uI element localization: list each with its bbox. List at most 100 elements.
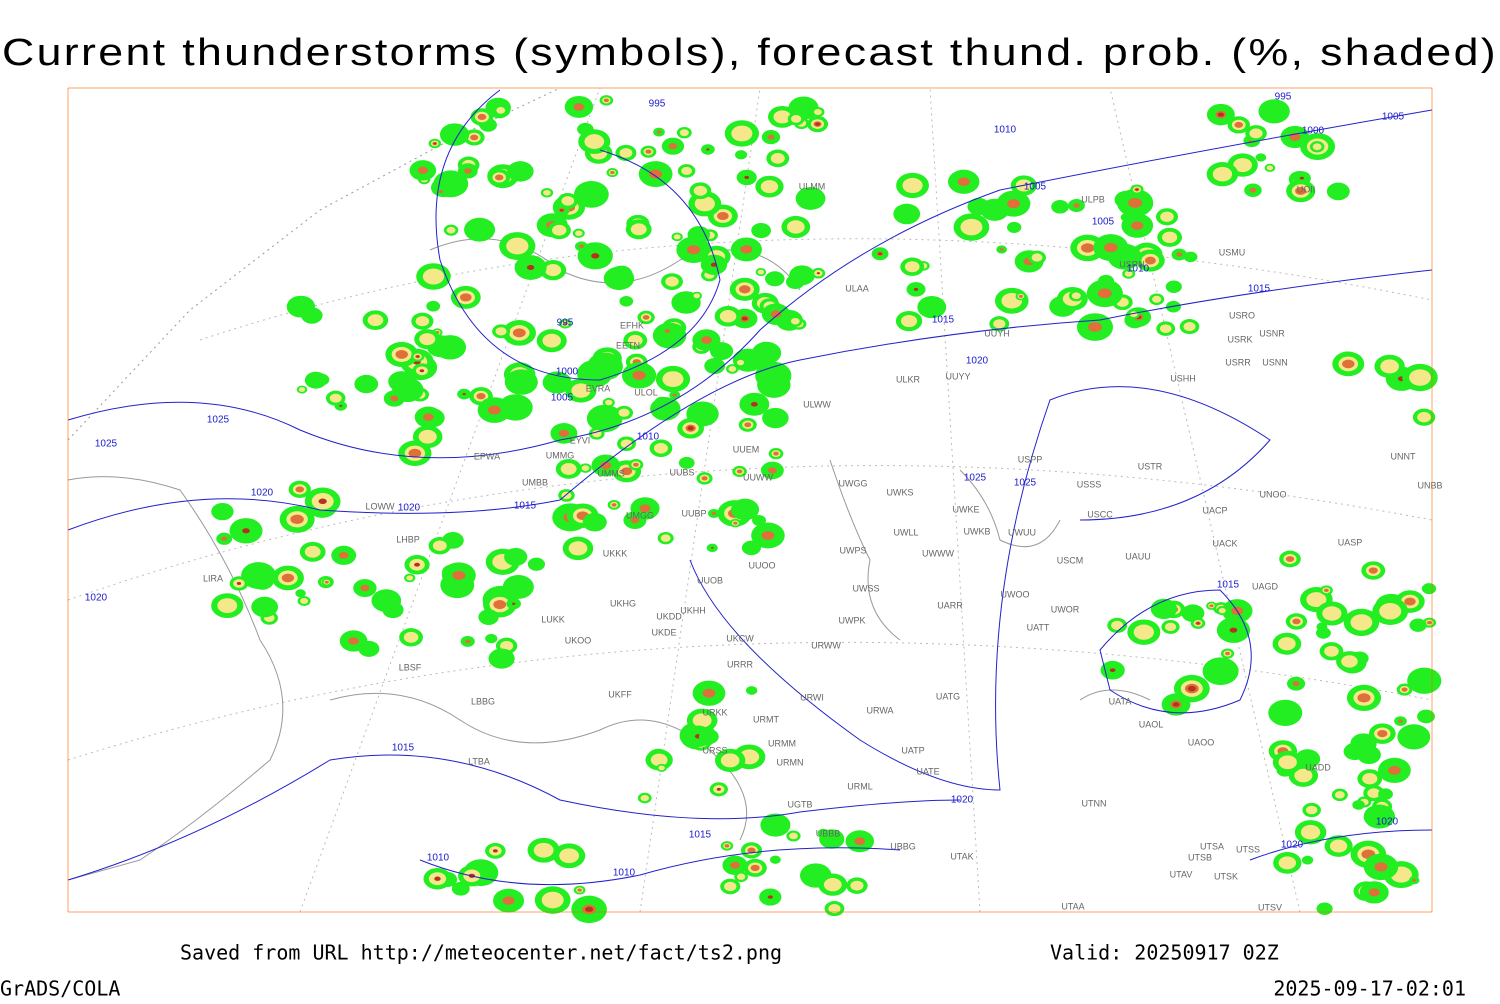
shade-green — [1378, 788, 1393, 800]
isobar-label: 1025 — [964, 473, 987, 484]
station-label: EFHK — [620, 320, 644, 330]
shade-green — [527, 557, 546, 571]
shade-orange — [476, 392, 486, 400]
shade-green — [574, 180, 609, 208]
isobar-label: 1020 — [1376, 817, 1399, 828]
shade-green — [1316, 627, 1331, 639]
station-label: UTSA — [1200, 841, 1224, 851]
station-label: URWI — [800, 692, 824, 702]
shade-yellow — [1152, 295, 1162, 303]
shade-yellow — [543, 189, 551, 196]
shade-yellow — [960, 218, 983, 236]
shade-yellow — [1278, 856, 1297, 870]
station-label: UBBG — [890, 841, 916, 851]
station-label: LBBG — [471, 696, 495, 706]
shade-red — [710, 262, 717, 267]
shade-orange — [702, 688, 716, 698]
shade-yellow — [552, 224, 567, 236]
saved-from: Saved from URL http://meteocenter.net/fa… — [180, 941, 782, 965]
shade-orange — [487, 405, 501, 415]
shade-yellow — [575, 230, 583, 237]
shade-yellow — [694, 196, 715, 212]
shade-yellow — [1322, 606, 1342, 621]
station-label: UWSS — [853, 583, 880, 593]
shade-orange — [1401, 687, 1408, 692]
shade-green — [587, 352, 623, 381]
shade-orange — [761, 530, 775, 540]
shade-yellow — [1409, 369, 1431, 386]
station-label: UTAV — [1170, 869, 1193, 879]
shade-orange — [573, 103, 585, 111]
station-label: ULMM — [799, 181, 826, 191]
shade-orange — [632, 370, 646, 381]
station-label: USRO — [1229, 310, 1255, 320]
station-label: ULKR — [896, 374, 921, 384]
shade-yellow — [790, 317, 800, 325]
shade-yellow — [1164, 622, 1177, 632]
shade-orange — [611, 503, 617, 507]
shade-green — [1343, 742, 1366, 761]
shade-orange — [854, 837, 866, 846]
shade-green — [760, 813, 791, 837]
shade-orange — [338, 552, 349, 559]
shade-yellow — [432, 540, 447, 551]
shade-orange — [656, 130, 662, 134]
shade-green — [1258, 99, 1290, 124]
shade-yellow — [1218, 607, 1226, 614]
shade-orange — [1368, 888, 1380, 897]
shade-orange — [493, 600, 507, 610]
station-label: LIRA — [203, 573, 223, 583]
shade-yellow — [658, 765, 665, 771]
shade-orange — [700, 336, 712, 344]
shade-yellow — [736, 359, 745, 366]
shade-red — [585, 906, 594, 913]
shade-yellow — [660, 534, 671, 542]
shade-green — [819, 829, 845, 849]
station-label: UWKE — [953, 504, 980, 514]
station-label: USRR — [1225, 357, 1251, 367]
shade-orange — [717, 211, 729, 221]
station-label: USRK — [1227, 334, 1252, 344]
shade-orange — [1128, 198, 1143, 208]
shade-red — [242, 528, 250, 534]
shade-yellow — [770, 153, 785, 164]
isobar-label: 995 — [1275, 92, 1292, 103]
shade-yellow — [300, 597, 309, 604]
shade-orange — [1006, 199, 1020, 209]
station-label: UAGD — [1252, 581, 1279, 591]
shade-orange — [295, 486, 305, 493]
shade-red — [236, 582, 242, 585]
shade-yellow — [1367, 788, 1381, 799]
shade-yellow — [560, 462, 577, 475]
isobar-label: 1000 — [556, 367, 579, 378]
shade-red — [414, 562, 420, 567]
shade-yellow — [561, 196, 575, 206]
shade-yellow — [681, 166, 692, 175]
shade-yellow — [217, 598, 238, 614]
station-label: UBBB — [816, 828, 841, 838]
shade-yellow — [1305, 805, 1318, 815]
station-label: USRN — [1119, 259, 1145, 269]
station-label: UKCW — [726, 633, 754, 643]
shade-green — [752, 515, 767, 526]
shade-yellow — [757, 269, 765, 275]
isobar-label: 1020 — [398, 503, 421, 514]
isobar-label: 1025 — [207, 415, 230, 426]
shade-orange — [1357, 693, 1371, 703]
station-label: UKKK — [603, 548, 628, 558]
isobar-label: 1015 — [514, 501, 537, 512]
shade-green — [382, 601, 404, 619]
shade-orange — [390, 395, 399, 402]
shade-yellow — [581, 465, 590, 471]
shade-orange — [281, 573, 295, 583]
shade-yellow — [1111, 620, 1124, 630]
shade-yellow — [1266, 165, 1274, 171]
shade-yellow — [559, 848, 580, 864]
shade-yellow — [1133, 624, 1154, 640]
shade-red — [559, 209, 564, 212]
shade-orange — [477, 113, 487, 121]
shade-yellow — [1350, 614, 1373, 631]
shade-green — [426, 300, 441, 312]
shade-orange — [1377, 730, 1388, 738]
station-label: LUKK — [541, 614, 565, 624]
